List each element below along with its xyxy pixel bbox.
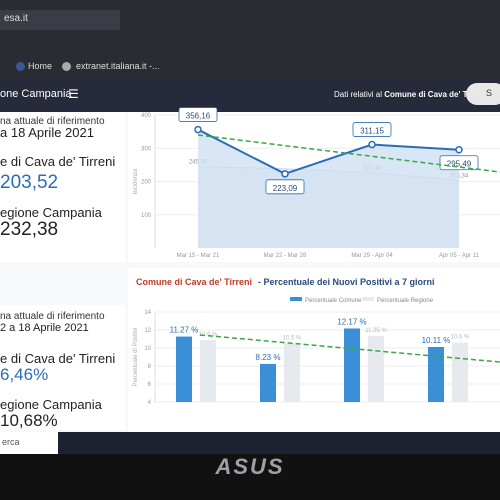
brand: ASUS xyxy=(215,454,285,479)
comune-value: 203,52 xyxy=(0,172,59,193)
header-title: one Campania xyxy=(0,88,72,100)
point xyxy=(368,140,376,149)
data-label: 12.17 % xyxy=(337,317,366,326)
charts: Comune di Cava de' Tirreni - Percentuale… xyxy=(133,107,500,406)
app-header: one Campania ☰ Dati relativi al Comune d… xyxy=(0,78,500,112)
bar xyxy=(284,343,300,402)
bar xyxy=(428,347,444,402)
legend-label: Percentuale Regione xyxy=(377,298,434,304)
chart-title: - Percentuale dei Nuovi Positivi a 7 gio… xyxy=(258,277,435,287)
data-label: 223,09 xyxy=(273,184,298,193)
data-label: 356,16 xyxy=(186,112,211,121)
label-box xyxy=(439,155,479,171)
data-label: 10.11 % xyxy=(422,336,451,345)
data-label: 10.5 % xyxy=(283,336,302,342)
x-tick-label: Mar 22 - Mar 28 xyxy=(264,253,307,259)
tab[interactable] xyxy=(0,10,120,30)
trend-line xyxy=(199,334,500,363)
bar xyxy=(368,335,384,402)
y-axis-label: Percentuale di Positivi xyxy=(133,327,139,386)
bookmark[interactable]: extranet.italiana.it -... xyxy=(76,61,160,71)
comune-label: e di Cava de' Tirreni xyxy=(0,351,116,366)
info-prefix: Dati relativi al xyxy=(334,90,383,99)
trend-line xyxy=(197,134,500,173)
y-tick-label: 6 xyxy=(148,382,152,388)
x-tick-label: Mar 15 - Mar 21 xyxy=(177,253,220,259)
data-label: 10.9 % xyxy=(199,332,218,338)
y-tick-label: 14 xyxy=(144,310,151,316)
data-label: 203,34 xyxy=(450,173,469,179)
area xyxy=(198,129,459,248)
period: 2 a 18 Aprile 2021 xyxy=(0,322,89,334)
legend-swatch xyxy=(290,297,302,301)
tab-title: esa.it xyxy=(4,13,28,24)
data-label: 295,49 xyxy=(447,160,472,169)
y-tick-label: 10 xyxy=(144,346,151,352)
point xyxy=(455,145,463,154)
period: a 18 Aprile 2021 xyxy=(0,125,94,140)
button-label: S xyxy=(486,88,493,98)
data-label: 10.6 % xyxy=(451,335,470,341)
comune-value: 6,46% xyxy=(0,365,49,384)
line xyxy=(197,128,460,175)
bar xyxy=(200,339,216,402)
menu-icon[interactable]: ☰ xyxy=(68,87,79,101)
panel: na attuale di riferimento 2 a 18 Aprile … xyxy=(0,305,125,430)
panel: na attuale di riferimento a 18 Aprile 20… xyxy=(0,112,125,262)
regione-label: egione Campania xyxy=(0,205,102,220)
y-tick-label: 100 xyxy=(141,213,152,219)
taskbar: erca xyxy=(0,432,500,454)
y-tick-label: 8 xyxy=(148,364,152,370)
legend-label: Percentuale Comune xyxy=(305,298,362,304)
label-box xyxy=(352,122,392,137)
x-tick-label: Mar 29 - Apr 04 xyxy=(351,253,393,259)
label-box xyxy=(265,179,305,195)
label-box xyxy=(178,107,218,122)
bar xyxy=(176,336,192,402)
y-tick-label: 400 xyxy=(141,113,152,119)
button[interactable] xyxy=(466,83,500,105)
period-label: na attuale di riferimento xyxy=(0,311,105,322)
y-axis-label: Incidenza xyxy=(133,168,139,194)
point xyxy=(281,170,289,178)
data-label: 11.35 % xyxy=(365,328,387,334)
search-label: erca xyxy=(2,437,20,447)
chart-title: Comune di Cava de' Tirreni xyxy=(136,277,252,287)
bookmark[interactable]: Home xyxy=(28,61,53,71)
data-label: 11.27 % xyxy=(170,326,199,335)
icon xyxy=(16,62,25,71)
y-tick-label: 200 xyxy=(141,180,152,186)
browser-bar: esa.it Home extranet.italiana.it -... xyxy=(0,0,500,78)
icon xyxy=(62,62,71,71)
bar xyxy=(452,342,468,402)
y-tick-label: 300 xyxy=(141,146,152,152)
regione-label: egione Campania xyxy=(0,397,102,412)
x-tick-label: Apr 05 - Apr 11 xyxy=(439,253,480,259)
y-tick-label: 12 xyxy=(144,328,151,334)
data-label: 311,15 xyxy=(360,127,384,136)
data-label: 8.23 % xyxy=(256,353,281,362)
point xyxy=(194,125,202,134)
y-tick-label: 4 xyxy=(148,400,152,406)
header-info: Dati relativi al Comune di Cava de' Tirr… xyxy=(334,90,487,99)
search-box[interactable] xyxy=(0,432,58,454)
legend-swatch xyxy=(362,297,374,301)
bar xyxy=(344,328,360,402)
comune-label: e di Cava de' Tirreni xyxy=(0,154,116,169)
regione-value: 232,38 xyxy=(0,219,59,240)
regione-value: 10,68% xyxy=(0,411,58,430)
period-label: na attuale di riferimento xyxy=(0,116,105,127)
bar xyxy=(260,363,276,402)
info-bold: Comune di Cava de' Tirreni xyxy=(384,90,488,99)
